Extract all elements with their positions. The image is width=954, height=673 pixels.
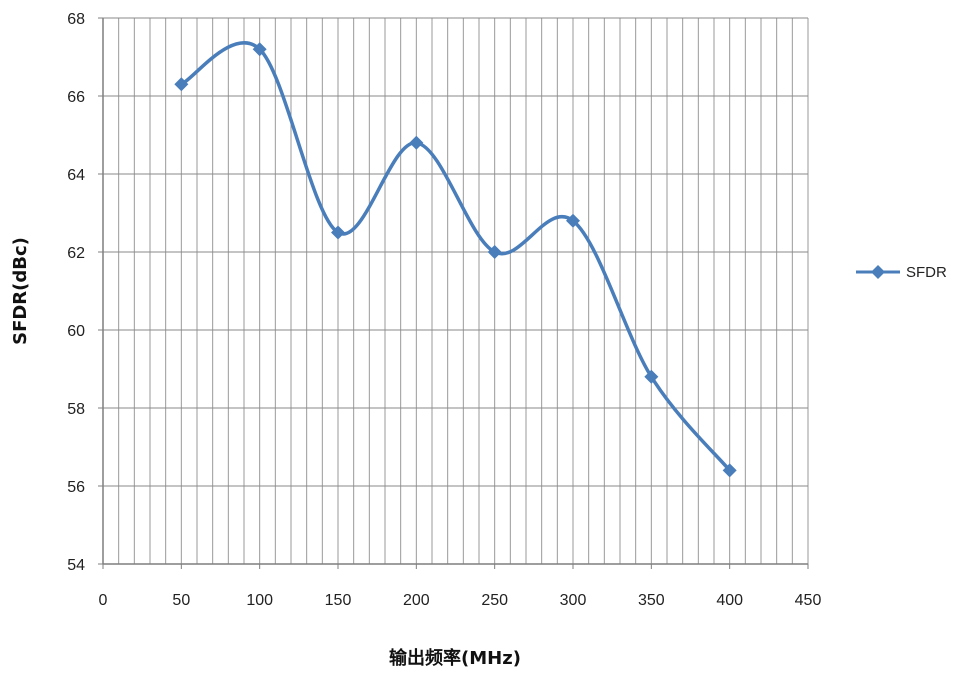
data-point <box>487 245 502 259</box>
x-tick-label: 350 <box>638 592 665 609</box>
axes <box>98 17 809 569</box>
x-tick-label: 250 <box>481 592 508 609</box>
y-tick-label: 66 <box>67 89 85 106</box>
plot-area <box>103 18 808 564</box>
x-tick-label: 300 <box>560 592 587 609</box>
data-point <box>331 225 345 240</box>
legend-marker <box>871 265 885 279</box>
x-tick-label: 50 <box>172 592 190 609</box>
x-tick-label: 150 <box>325 592 352 609</box>
data-point <box>252 42 267 57</box>
legend-label-sfdr: SFDR <box>906 264 947 281</box>
data-point <box>722 463 737 478</box>
x-tick-labels: 0 50 100 150 200 250 300 350 400 450 <box>99 592 822 609</box>
series-line-sfdr <box>180 41 732 472</box>
y-tick-label: 54 <box>67 557 85 574</box>
y-tick-label: 56 <box>67 479 85 496</box>
y-tick-labels: 54 56 58 60 62 64 66 68 <box>67 11 85 574</box>
data-point <box>409 135 424 150</box>
x-tick-label: 400 <box>716 592 743 609</box>
data-point <box>566 213 580 228</box>
y-tick-label: 64 <box>67 167 85 184</box>
y-tick-label: 62 <box>67 245 85 262</box>
y-tick-label: 60 <box>67 323 85 340</box>
x-tick-label: 0 <box>99 592 108 609</box>
x-tick-label: 100 <box>246 592 273 609</box>
x-axis-title: 输出频率(MHz) <box>389 647 521 669</box>
y-tick-label: 68 <box>67 11 85 28</box>
x-tick-label: 200 <box>403 592 430 609</box>
data-point <box>174 77 189 92</box>
data-point <box>644 369 659 384</box>
series-group <box>174 41 737 478</box>
x-tick-label: 450 <box>795 592 822 609</box>
y-tick-label: 58 <box>67 401 85 418</box>
legend: SFDR <box>856 264 947 281</box>
y-axis-title: SFDR(dBc) <box>10 237 31 345</box>
